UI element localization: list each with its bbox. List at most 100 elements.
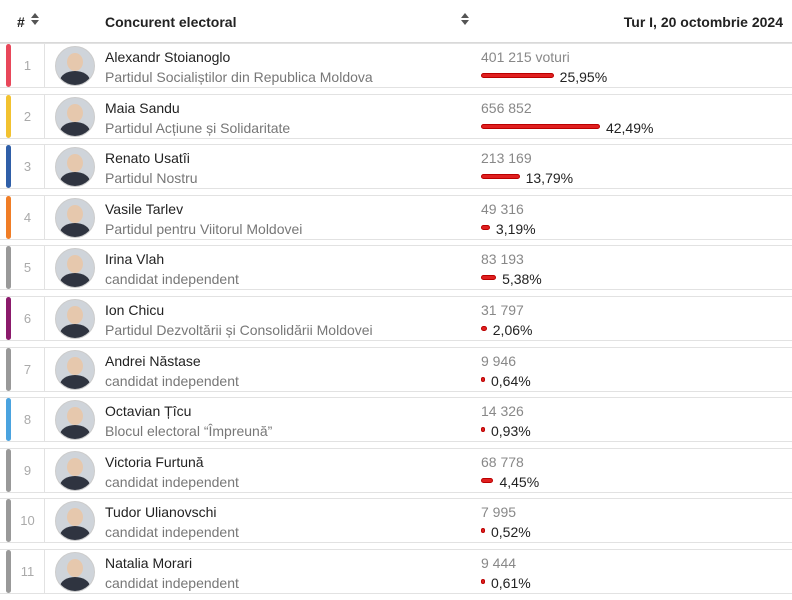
rank-number: 8 xyxy=(11,398,45,442)
table-row[interactable]: 3 Renato Usatîi Partidul Nostru 213 169 13,7… xyxy=(0,144,792,190)
table-header: # Concurent electoral Tur I, 20 octombri… xyxy=(0,0,792,43)
candidate-party: Blocul electoral “Împreună” xyxy=(105,423,273,440)
percent-bar-track xyxy=(481,477,781,483)
vote-percent: 0,64% xyxy=(491,372,531,389)
round-column-header: Tur I, 20 octombrie 2024 xyxy=(623,14,783,30)
candidate-name: Alexandr Stoianoglo xyxy=(105,49,231,65)
vote-count: 9 946 xyxy=(481,352,517,369)
rank-number: 3 xyxy=(11,145,45,189)
avatar xyxy=(55,501,95,542)
vote-count: 68 778 xyxy=(481,453,524,470)
vote-percent: 4,45% xyxy=(499,473,540,490)
candidate-party: candidat independent xyxy=(105,524,239,541)
vote-percent: 25,95% xyxy=(559,69,608,85)
avatar xyxy=(55,147,95,188)
sort-icon[interactable] xyxy=(461,13,469,28)
percent-bar-track xyxy=(481,73,781,78)
avatar xyxy=(55,551,95,592)
avatar xyxy=(55,197,95,238)
candidate-party: Partidul Socialiștilor din Republica Mol… xyxy=(105,69,373,85)
sort-icon[interactable] xyxy=(31,13,39,28)
rank-number: 4 xyxy=(11,195,45,239)
vote-percent: 13,79% xyxy=(525,170,574,187)
party-color-stripe xyxy=(6,398,11,442)
candidate-name: Tudor Ulianovschi xyxy=(105,504,217,521)
avatar xyxy=(55,96,95,137)
vote-percent: 2,06% xyxy=(492,321,533,338)
vote-count: 49 316 xyxy=(481,200,524,217)
rank-number: 11 xyxy=(11,549,45,593)
table-row[interactable]: 4 Vasile Tarlev Partidul pentru Viitorul M… xyxy=(0,194,792,240)
table-row[interactable]: 6 Ion Chicu Partidul Dezvoltării și Consol… xyxy=(0,295,792,341)
percent-bar xyxy=(481,427,485,433)
candidates-list: 1 Alexandr Stoianoglo Partidul Socialiștil… xyxy=(0,43,792,600)
percent-bar-track xyxy=(481,578,781,584)
table-row[interactable]: 5 Irina Vlah candidat independent 83 193 5,3… xyxy=(0,245,792,291)
rank-number: 2 xyxy=(11,94,45,138)
vote-count: 14 326 xyxy=(481,403,524,420)
vote-count: 83 193 xyxy=(481,251,524,268)
table-row[interactable]: 9 Victoria Furtună candidat independent 68 … xyxy=(0,447,792,493)
candidate-name: Renato Usatîi xyxy=(105,150,190,167)
rank-number: 6 xyxy=(11,296,45,340)
rank-number: 5 xyxy=(11,246,45,290)
avatar xyxy=(55,46,95,86)
rank-number: 7 xyxy=(11,347,45,391)
rank-column-header[interactable]: # xyxy=(17,14,25,30)
percent-bar-track xyxy=(481,376,781,382)
rank-number: 1 xyxy=(11,44,45,87)
percent-bar xyxy=(481,123,600,129)
party-color-stripe xyxy=(6,347,11,391)
percent-bar-track xyxy=(481,224,781,230)
candidate-name: Victoria Furtună xyxy=(105,453,204,470)
party-color-stripe xyxy=(6,94,11,138)
candidate-name: Andrei Năstase xyxy=(105,352,201,369)
percent-bar-track xyxy=(481,528,781,534)
vote-count: 31 797 xyxy=(481,301,524,318)
candidate-name: Vasile Tarlev xyxy=(105,200,184,217)
vote-count: 7 995 xyxy=(481,504,517,521)
table-row[interactable]: 8 Octavian Țîcu Blocul electoral “Împreună… xyxy=(0,397,792,443)
table-row[interactable]: 7 Andrei Năstase candidat independent 9 946… xyxy=(0,346,792,392)
avatar xyxy=(55,400,95,441)
party-color-stripe xyxy=(6,499,11,543)
avatar xyxy=(55,298,95,339)
party-color-stripe xyxy=(6,195,11,239)
vote-percent: 3,19% xyxy=(495,220,536,237)
percent-bar xyxy=(481,73,554,78)
percent-bar xyxy=(481,174,520,180)
vote-percent: 0,93% xyxy=(491,423,531,440)
candidate-party: Partidul Dezvoltării și Consolidării Mol… xyxy=(105,321,373,338)
table-row[interactable]: 10 Tudor Ulianovschi candidat independent 7… xyxy=(0,498,792,544)
percent-bar xyxy=(481,528,485,534)
candidate-name: Natalia Morari xyxy=(105,554,193,571)
vote-count: 656 852 xyxy=(481,99,532,116)
party-color-stripe xyxy=(6,44,11,87)
table-row[interactable]: 11 Natalia Morari candidat independent 9 44… xyxy=(0,548,792,594)
avatar xyxy=(55,248,95,289)
candidate-party: candidat independent xyxy=(105,372,239,389)
table-row[interactable]: 1 Alexandr Stoianoglo Partidul Socialiștil… xyxy=(0,43,792,88)
vote-percent: 42,49% xyxy=(605,119,654,136)
candidate-column-header[interactable]: Concurent electoral xyxy=(105,14,237,30)
percent-bar-track xyxy=(481,123,781,129)
party-color-stripe xyxy=(6,246,11,290)
avatar xyxy=(55,349,95,390)
candidate-name: Maia Sandu xyxy=(105,99,180,116)
vote-percent: 5,38% xyxy=(502,271,542,288)
percent-bar xyxy=(481,578,485,584)
candidate-party: Partidul pentru Viitorul Moldovei xyxy=(105,220,303,237)
avatar xyxy=(55,450,95,491)
candidate-name: Octavian Țîcu xyxy=(105,403,192,420)
rank-number: 10 xyxy=(11,499,45,543)
party-color-stripe xyxy=(6,145,11,189)
table-row[interactable]: 2 Maia Sandu Partidul Acțiune și Solidarit… xyxy=(0,93,792,139)
candidate-party: Partidul Nostru xyxy=(105,170,198,187)
candidate-party: candidat independent xyxy=(105,473,239,490)
rank-number: 9 xyxy=(11,448,45,492)
percent-bar xyxy=(481,275,497,281)
percent-bar-track xyxy=(481,275,781,281)
vote-count: 401 215 voturi xyxy=(481,49,570,65)
candidate-name: Ion Chicu xyxy=(105,301,165,318)
percent-bar xyxy=(481,477,494,483)
